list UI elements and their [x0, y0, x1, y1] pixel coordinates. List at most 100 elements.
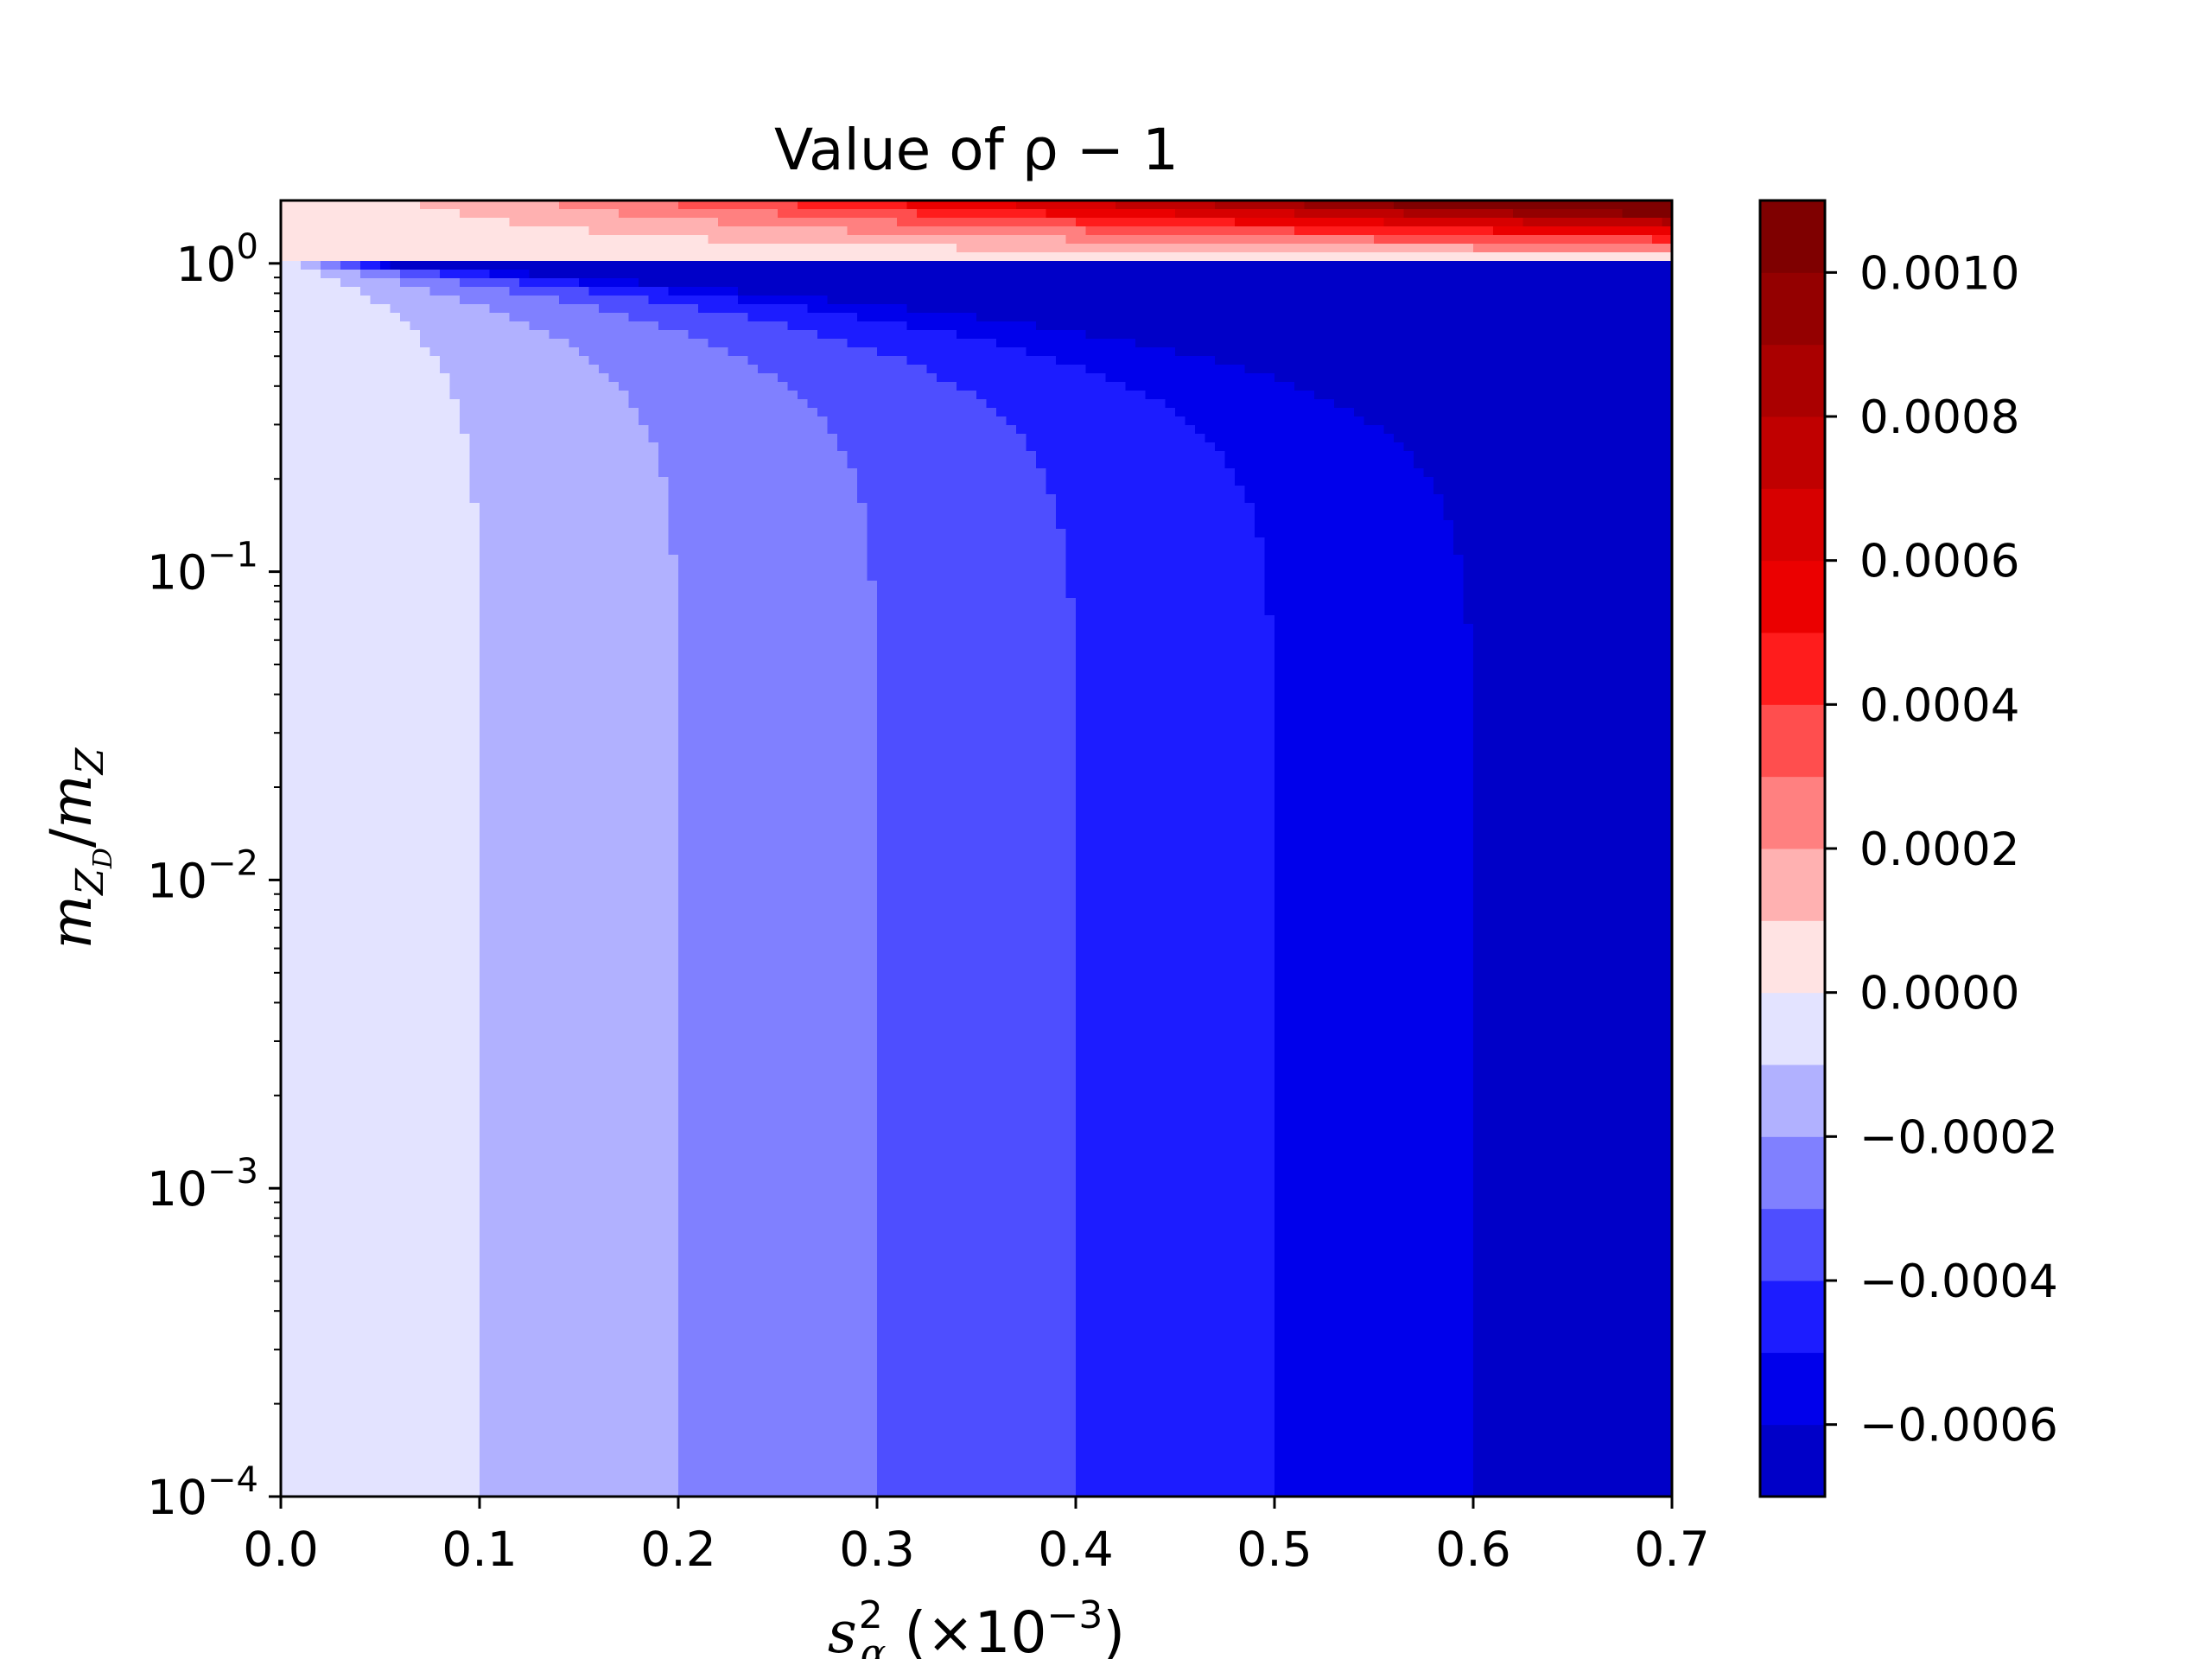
colorbar-tick-label: 0.0006	[1859, 536, 2019, 588]
colorbar-tick-label: 0.0000	[1859, 968, 2019, 1020]
contour-cell	[480, 866, 679, 875]
contour-cell	[1076, 1306, 1275, 1316]
contour-cell	[678, 1298, 878, 1307]
contour-cell	[877, 1384, 1077, 1394]
contour-cell	[480, 935, 679, 944]
x-tick-label: 0.5	[1236, 1522, 1312, 1577]
contour-cell	[678, 745, 878, 754]
contour-cell	[678, 1358, 878, 1368]
contour-cell	[877, 1341, 1077, 1351]
contour-cell	[1274, 1393, 1474, 1402]
contour-cell	[1443, 494, 1672, 504]
y-tick-label: 10−4	[147, 1460, 258, 1525]
contour-cell	[1473, 1082, 1672, 1091]
contour-cell	[480, 762, 679, 772]
contour-cell	[1274, 849, 1474, 858]
contour-cell	[469, 494, 670, 504]
contour-cell	[678, 1108, 878, 1117]
contour-cell	[1274, 814, 1474, 823]
contour-cell	[628, 391, 798, 400]
contour-cell	[1274, 1030, 1474, 1039]
colorbar-frame	[1758, 199, 1827, 1498]
contour-cell	[708, 339, 849, 348]
contour-cell	[370, 296, 461, 305]
contour-cell	[281, 684, 480, 694]
contour-cell	[1473, 1471, 1672, 1480]
contour-cell	[678, 969, 878, 979]
contour-cell	[1274, 1402, 1474, 1411]
contour-cell	[867, 563, 1067, 573]
contour-cell	[678, 762, 878, 772]
contour-cell	[599, 304, 699, 314]
contour-cell	[1403, 209, 1514, 219]
contour-cell	[480, 1488, 679, 1497]
contour-cell	[1473, 1108, 1672, 1117]
contour-cell	[480, 753, 679, 763]
contour-cell	[877, 719, 1077, 728]
contour-cell	[877, 1324, 1077, 1333]
contour-cell	[877, 926, 1077, 936]
contour-cell	[480, 1185, 679, 1195]
contour-cell	[480, 969, 679, 979]
contour-cell	[281, 572, 480, 582]
contour-cell	[877, 840, 1077, 849]
contour-cell	[817, 408, 997, 417]
contour-cell	[678, 874, 878, 884]
contour-cell	[1264, 537, 1454, 547]
contour-cell	[1065, 537, 1266, 547]
contour-cell	[877, 1471, 1077, 1480]
contour-cell	[1076, 753, 1275, 763]
contour-cell	[1274, 1367, 1474, 1376]
contour-cell	[877, 1065, 1077, 1074]
contour-cell	[460, 408, 639, 417]
contour-cell	[877, 1453, 1077, 1463]
contour-cell	[678, 1289, 878, 1299]
contour-cell	[678, 1453, 878, 1463]
contour-cell	[588, 226, 849, 236]
contour-cell	[1264, 563, 1465, 573]
contour-cell	[678, 624, 878, 633]
contour-cell	[281, 961, 480, 970]
contour-cell	[1006, 416, 1186, 426]
contour-cell	[1076, 676, 1275, 685]
contour-cell	[787, 321, 908, 331]
contour-cell	[1076, 710, 1275, 720]
contour-cell	[480, 589, 679, 599]
contour-cell	[1473, 641, 1672, 651]
contour-cell	[1274, 779, 1474, 789]
contour-cell	[1264, 546, 1454, 556]
contour-cell	[281, 494, 471, 504]
contour-cell	[678, 676, 878, 685]
contour-cell	[480, 1108, 679, 1117]
contour-cell	[281, 1125, 480, 1135]
contour-cell	[480, 883, 679, 893]
contour-cell	[678, 1471, 878, 1480]
contour-cell	[281, 883, 480, 893]
contour-cell	[1274, 961, 1474, 970]
contour-cell	[281, 1030, 480, 1039]
contour-cell	[1274, 1384, 1474, 1394]
colorbar-tick-label: −0.0004	[1859, 1255, 2058, 1308]
colorbar-segment	[1760, 1065, 1825, 1137]
contour-cell	[1473, 995, 1672, 1005]
contour-cell	[480, 1332, 679, 1342]
contour-cell	[480, 892, 679, 901]
contour-cell	[281, 728, 480, 737]
contour-cell	[1304, 200, 1395, 210]
contour-cell	[1473, 632, 1672, 642]
contour-cell	[509, 218, 719, 227]
contour-cell	[877, 598, 1077, 607]
contour-cell	[976, 313, 1672, 322]
contour-cell	[1076, 624, 1275, 633]
contour-cell	[1473, 797, 1672, 806]
contour-cell	[1264, 572, 1465, 582]
contour-cell	[360, 287, 431, 296]
contour-cell	[877, 1039, 1077, 1048]
contour-cell	[678, 1073, 878, 1083]
contour-cell	[480, 624, 679, 633]
contour-cell	[678, 641, 878, 651]
contour-cell	[1255, 520, 1454, 530]
contour-cell	[460, 278, 520, 288]
contour-cell	[480, 1220, 679, 1230]
contour-cell	[420, 339, 570, 348]
